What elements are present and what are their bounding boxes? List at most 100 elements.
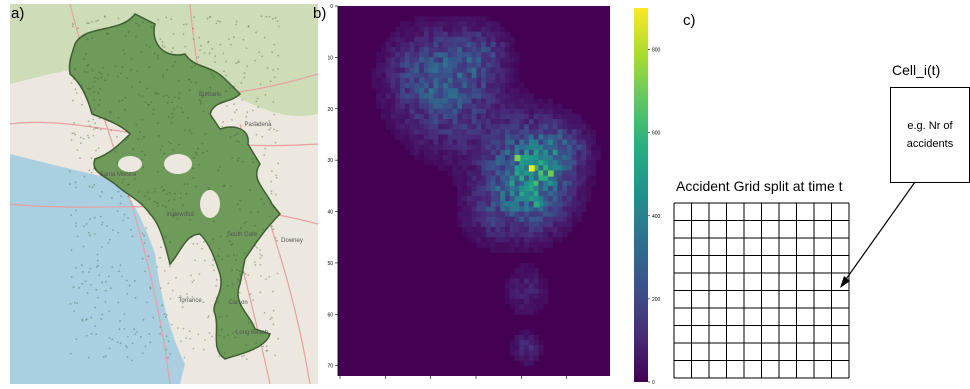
heatmap-cell [462,103,468,110]
heatmap-cell [509,340,515,346]
heatmap-cell [419,77,425,84]
heatmap-cell [571,119,577,125]
heatmap-cell [509,278,515,284]
heatmap-cell [433,52,439,58]
heatmap-cell [476,21,482,27]
heatmap-cell [414,155,420,161]
heatmap-cell [543,165,549,171]
heatmap-cell [509,77,515,84]
heatmap-cell [419,83,425,89]
heatmap-cell [433,88,439,94]
heatmap-cell [462,98,468,104]
heatmap-cell [485,41,491,48]
heatmap-cell [495,247,501,253]
heatmap-cell [462,201,468,207]
heatmap-cell [509,206,515,212]
heatmap-cell [490,144,496,151]
heatmap-cell [576,155,582,161]
heatmap-cell [462,160,468,166]
heatmap-cell [414,98,420,104]
heatmap-cell [485,103,491,110]
heatmap-cell [547,134,554,140]
heatmap-cell [400,52,406,58]
heatmap-cell [442,103,449,110]
heatmap-cell [538,180,544,187]
heatmap-cell [557,185,563,192]
heatmap-cell [543,232,549,238]
heatmap-cell [552,113,558,120]
heatmap-cell [519,273,525,279]
heatmap-cell [547,124,554,130]
heatmap-cell [476,175,482,182]
heatmap-cell [528,237,534,243]
heatmap-cell [481,36,487,43]
heatmap-cell [519,216,525,223]
heatmap-cell [562,129,568,135]
heatmap-cell [581,160,587,166]
heatmap-cell [543,134,549,140]
heatmap-cell [433,67,439,74]
accident-grid [673,181,916,379]
heatmap-cell [495,88,501,94]
heatmap-cell [457,201,463,207]
heatmap-cell [433,108,439,115]
heatmap-cell [428,21,434,27]
heatmap-cell [404,83,410,89]
heatmap-cell [571,124,577,130]
heatmap-cell [519,360,525,367]
heatmap-cell [462,211,468,217]
heatmap-cell [409,139,415,146]
heatmap-cell [509,113,515,120]
heatmap-cell [590,134,596,140]
heatmap-cell [490,191,496,197]
heatmap-cell [395,26,401,32]
heatmap-cell [466,175,472,182]
heatmap-cell [547,113,554,120]
heatmap-cell [471,221,477,228]
heatmap-panel: 0 10 20 30 40 50 60 70 [318,4,618,384]
heatmap-cell [533,334,539,341]
heatmap-cell [524,185,530,192]
heatmap-cell [485,93,491,99]
heatmap-cell [519,242,525,248]
heatmap-cell [423,129,429,135]
heatmap-cell [409,124,415,130]
heatmap-cell [466,201,472,207]
heatmap-cell [581,175,587,182]
heatmap-cell [509,67,515,74]
heatmap-cell [538,201,544,207]
heatmap-cell [481,103,487,110]
heatmap-cell [471,185,477,192]
heatmap-cell [557,170,563,176]
heatmap-cell [395,36,401,43]
heatmap-cell [471,119,477,125]
heatmap-cell [447,41,453,48]
heatmap-cell [562,211,568,217]
heatmap-cell [428,93,434,99]
heatmap-cell [524,350,530,356]
heatmap-cell [519,155,525,161]
heatmap-cell [505,67,511,74]
heatmap-cell [519,165,525,171]
heatmap-cell [490,72,496,79]
heatmap-cell [433,160,439,166]
heatmap-cell [452,129,458,135]
heatmap-cell [447,134,453,140]
map-place-label: Torrance [178,298,202,304]
heatmap-cell [562,206,568,212]
heatmap-cell [576,191,582,197]
heatmap-cell [385,52,391,58]
heatmap-cell [442,119,449,125]
heatmap-cell [528,185,534,192]
heatmap-cell [447,57,453,63]
heatmap-cell [543,216,549,223]
heatmap-cell [476,83,482,89]
heatmap-cell [400,31,406,38]
heatmap-cell [509,350,515,356]
heatmap-cell [505,52,511,58]
heatmap-cell [547,160,554,166]
heatmap-cell [438,21,444,27]
heatmap-cell [533,268,539,274]
heatmap-cell [490,165,496,171]
heatmap-cell [395,62,401,68]
